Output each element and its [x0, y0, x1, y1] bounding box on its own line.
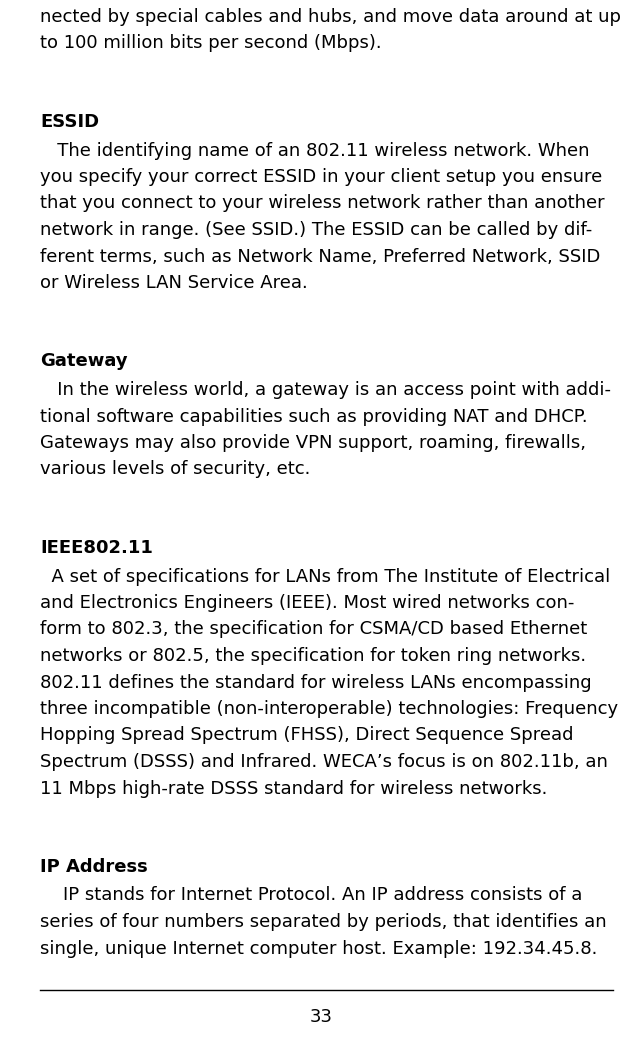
Text: tional software capabilities such as providing NAT and DHCP.: tional software capabilities such as pro…: [40, 408, 588, 425]
Text: form to 802.3, the specification for CSMA/CD based Ethernet: form to 802.3, the specification for CSM…: [40, 621, 587, 639]
Text: to 100 million bits per second (Mbps).: to 100 million bits per second (Mbps).: [40, 34, 382, 52]
Text: single, unique Internet computer host. Example: 192.34.45.8.: single, unique Internet computer host. E…: [40, 939, 597, 958]
Text: you specify your correct ESSID in your client setup you ensure: you specify your correct ESSID in your c…: [40, 168, 602, 186]
Text: IP Address: IP Address: [40, 858, 148, 876]
Text: networks or 802.5, the specification for token ring networks.: networks or 802.5, the specification for…: [40, 647, 586, 665]
Text: In the wireless world, a gateway is an access point with addi-: In the wireless world, a gateway is an a…: [40, 381, 611, 399]
Text: Spectrum (DSSS) and Infrared. WECA’s focus is on 802.11b, an: Spectrum (DSSS) and Infrared. WECA’s foc…: [40, 753, 608, 771]
Text: and Electronics Engineers (IEEE). Most wired networks con-: and Electronics Engineers (IEEE). Most w…: [40, 594, 574, 612]
Text: 802.11 defines the standard for wireless LANs encompassing: 802.11 defines the standard for wireless…: [40, 674, 592, 692]
Text: Gateway: Gateway: [40, 353, 127, 370]
Text: IP stands for Internet Protocol. An IP address consists of a: IP stands for Internet Protocol. An IP a…: [40, 886, 583, 905]
Text: series of four numbers separated by periods, that identifies an: series of four numbers separated by peri…: [40, 913, 606, 931]
Text: ESSID: ESSID: [40, 113, 99, 131]
Text: A set of specifications for LANs from The Institute of Electrical: A set of specifications for LANs from Th…: [40, 568, 610, 586]
Text: or Wireless LAN Service Area.: or Wireless LAN Service Area.: [40, 274, 308, 292]
Text: IEEE802.11: IEEE802.11: [40, 539, 153, 557]
Text: Hopping Spread Spectrum (FHSS), Direct Sequence Spread: Hopping Spread Spectrum (FHSS), Direct S…: [40, 727, 574, 745]
Text: nected by special cables and hubs, and move data around at up: nected by special cables and hubs, and m…: [40, 8, 621, 26]
Text: network in range. (See SSID.) The ESSID can be called by dif-: network in range. (See SSID.) The ESSID …: [40, 220, 592, 239]
Text: 11 Mbps high-rate DSSS standard for wireless networks.: 11 Mbps high-rate DSSS standard for wire…: [40, 780, 547, 798]
Text: The identifying name of an 802.11 wireless network. When: The identifying name of an 802.11 wirele…: [40, 141, 590, 159]
Text: 33: 33: [310, 1008, 333, 1026]
Text: that you connect to your wireless network rather than another: that you connect to your wireless networ…: [40, 194, 604, 212]
Text: ferent terms, such as Network Name, Preferred Network, SSID: ferent terms, such as Network Name, Pref…: [40, 248, 601, 265]
Text: various levels of security, etc.: various levels of security, etc.: [40, 461, 311, 478]
Text: three incompatible (non-interoperable) technologies: Frequency: three incompatible (non-interoperable) t…: [40, 700, 618, 718]
Text: Gateways may also provide VPN support, roaming, firewalls,: Gateways may also provide VPN support, r…: [40, 434, 586, 452]
